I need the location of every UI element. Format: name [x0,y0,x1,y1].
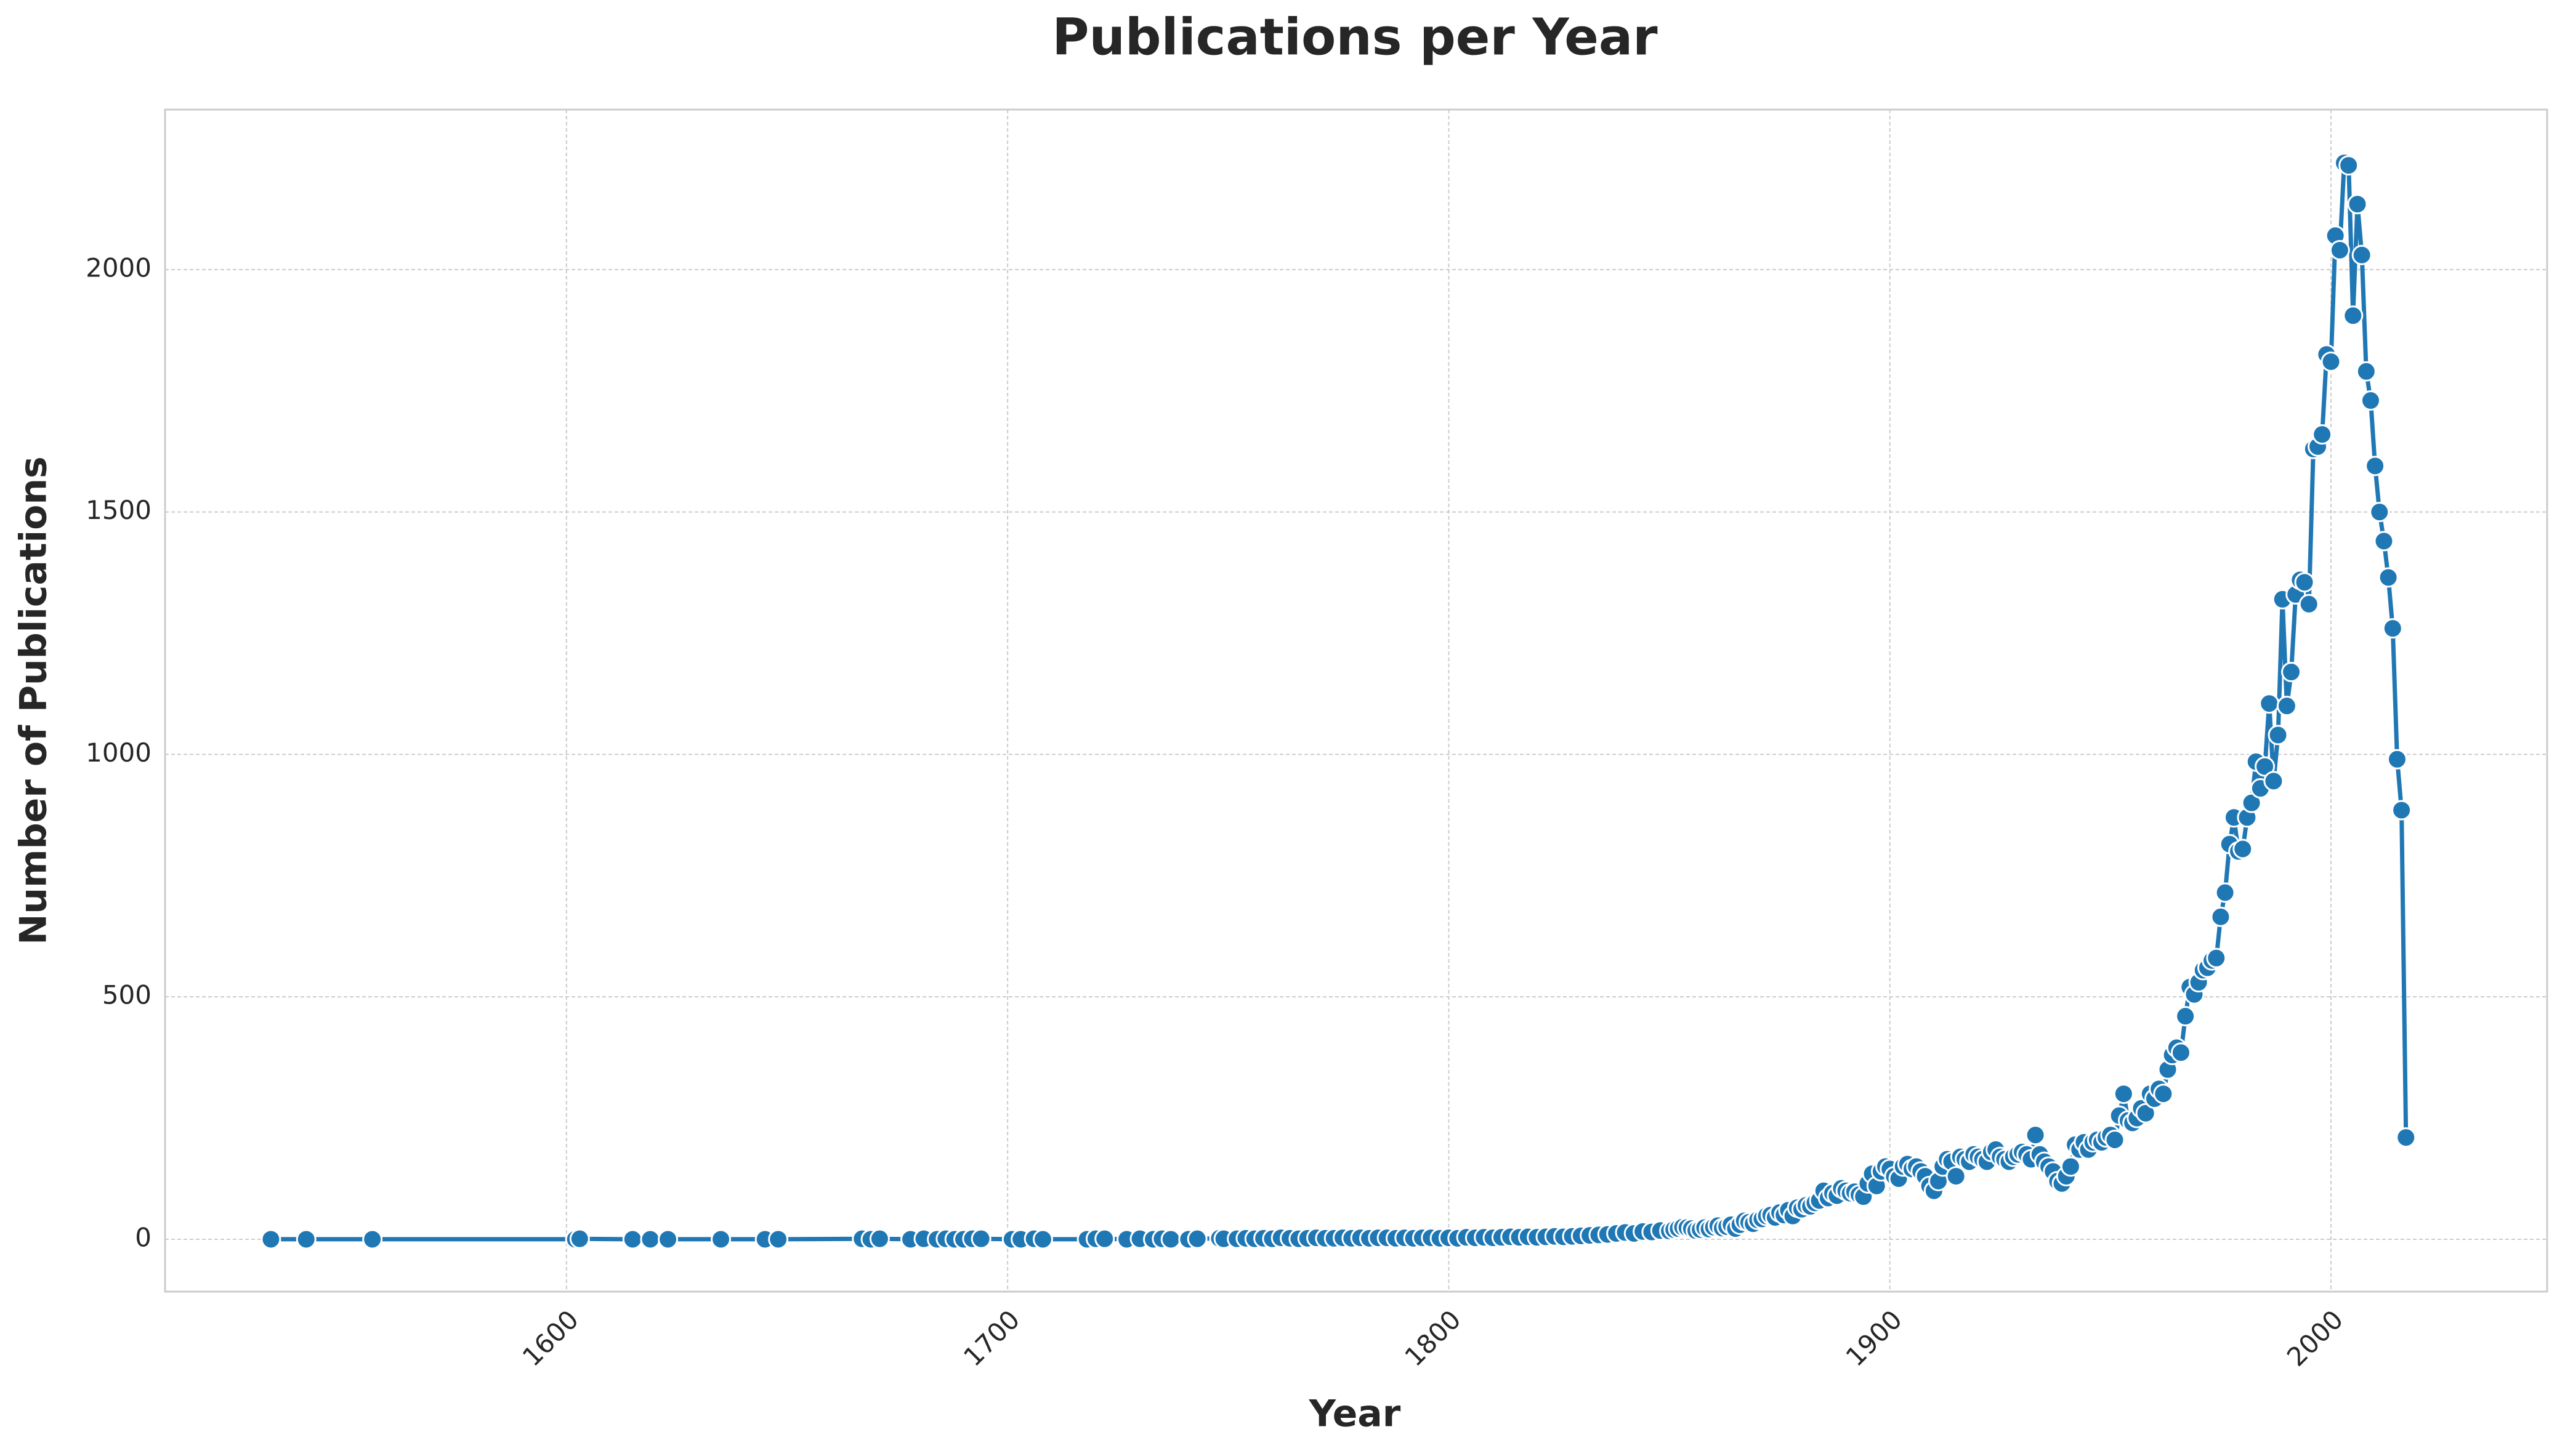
data-point [1094,1228,1115,1249]
y-tick-label: 2000 [86,252,151,283]
plot-frame [164,108,2548,1293]
data-point [2153,1084,2174,1104]
data-point [2369,502,2390,523]
data-point [2281,662,2302,683]
data-point [2365,456,2386,477]
data-point [2391,800,2412,821]
data-point [2104,1130,2125,1151]
data-point [2351,244,2372,265]
data-point [2206,947,2227,968]
y-tick-label: 1000 [86,738,151,768]
data-point [2135,1103,2156,1124]
y-tick-label: 1500 [86,495,151,525]
data-point [2060,1156,2081,1177]
data-point [2360,390,2381,411]
data-point [971,1228,992,1249]
data-point [2386,749,2407,770]
data-point [2373,531,2394,552]
data-point [2321,352,2341,372]
data-point [2210,906,2231,927]
data-point [2175,1006,2196,1027]
data-point [1187,1228,1208,1249]
data-point [2215,882,2236,903]
data-point [2232,839,2253,859]
data-point [622,1229,643,1250]
data-point [1945,1166,1966,1187]
data-point [711,1229,732,1250]
data-point [569,1228,590,1249]
data-point [2025,1125,2046,1146]
data-point [2356,361,2377,382]
data-point [640,1229,661,1250]
data-point [2338,155,2359,176]
chart-title: Publications per Year [1052,8,1658,66]
data-point [2329,239,2350,260]
data-point [2241,792,2262,813]
data-point [658,1229,679,1250]
y-axis-label: Number of Publications [12,456,55,945]
x-axis-label: Year [1309,1393,1401,1436]
data-point [2268,725,2288,746]
data-point [2312,424,2333,445]
data-point [1032,1229,1053,1250]
data-point [296,1229,317,1250]
data-point [2347,194,2368,215]
y-tick-label: 0 [135,1222,151,1252]
data-point [261,1229,281,1250]
data-point [2396,1127,2417,1148]
data-point [2255,756,2276,777]
data-point [2259,693,2280,714]
data-point [869,1228,890,1249]
data-point [768,1229,789,1250]
data-point [2276,696,2297,717]
y-tick-label: 500 [102,980,151,1010]
data-point [2378,567,2399,588]
data-point [362,1229,383,1250]
data-point [2343,305,2364,326]
data-point [1160,1229,1181,1250]
data-point [2113,1084,2134,1104]
data-point [2298,593,2319,614]
data-point [2263,771,2284,792]
data-point [2382,618,2403,639]
data-point [2294,572,2315,593]
data-point [2170,1042,2191,1063]
